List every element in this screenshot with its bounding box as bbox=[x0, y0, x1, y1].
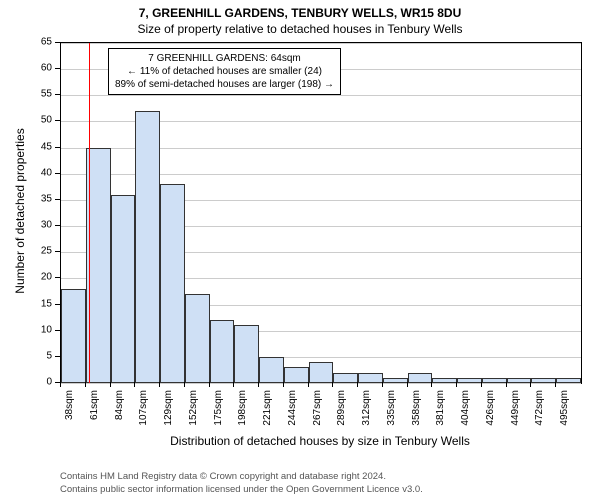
ytick-mark bbox=[55, 356, 60, 357]
histogram-bar bbox=[333, 373, 358, 383]
ytick-mark bbox=[55, 277, 60, 278]
xtick-mark bbox=[382, 382, 383, 387]
footer-attribution: Contains HM Land Registry data © Crown c… bbox=[60, 471, 423, 496]
ytick-label: 5 bbox=[0, 350, 52, 361]
histogram-bar bbox=[111, 195, 136, 383]
property-marker-line bbox=[89, 43, 90, 383]
xtick-label: 152sqm bbox=[188, 390, 199, 430]
xtick-label: 244sqm bbox=[287, 390, 298, 430]
xtick-mark bbox=[159, 382, 160, 387]
xtick-label: 472sqm bbox=[534, 390, 545, 430]
histogram-bar bbox=[234, 325, 259, 383]
xtick-mark bbox=[184, 382, 185, 387]
annotation-line: 7 GREENHILL GARDENS: 64sqm bbox=[115, 52, 334, 65]
histogram-bar bbox=[482, 378, 507, 383]
xtick-mark bbox=[481, 382, 482, 387]
annotation-line: ← 11% of detached houses are smaller (24… bbox=[115, 65, 334, 78]
ytick-mark bbox=[55, 94, 60, 95]
xtick-label: 198sqm bbox=[237, 390, 248, 430]
xtick-label: 175sqm bbox=[213, 390, 224, 430]
footer-line2: Contains public sector information licen… bbox=[60, 484, 423, 496]
histogram-bar bbox=[507, 378, 532, 383]
ytick-mark bbox=[55, 251, 60, 252]
ytick-label: 60 bbox=[0, 63, 52, 74]
histogram-bar bbox=[556, 378, 581, 383]
xtick-mark bbox=[233, 382, 234, 387]
annotation-box: 7 GREENHILL GARDENS: 64sqm← 11% of detac… bbox=[108, 48, 341, 95]
xtick-mark bbox=[456, 382, 457, 387]
xtick-label: 221sqm bbox=[262, 390, 273, 430]
xtick-mark bbox=[431, 382, 432, 387]
ytick-mark bbox=[55, 147, 60, 148]
xtick-label: 381sqm bbox=[435, 390, 446, 430]
ytick-mark bbox=[55, 199, 60, 200]
xtick-mark bbox=[134, 382, 135, 387]
xtick-label: 289sqm bbox=[336, 390, 347, 430]
xtick-mark bbox=[332, 382, 333, 387]
histogram-bar bbox=[408, 373, 433, 383]
ytick-mark bbox=[55, 330, 60, 331]
chart-title-line2: Size of property relative to detached ho… bbox=[0, 20, 600, 38]
histogram-bar bbox=[531, 378, 556, 383]
ytick-label: 0 bbox=[0, 377, 52, 388]
histogram-bar bbox=[210, 320, 235, 383]
ytick-label: 55 bbox=[0, 89, 52, 100]
annotation-line: 89% of semi-detached houses are larger (… bbox=[115, 78, 334, 91]
xtick-label: 449sqm bbox=[510, 390, 521, 430]
xtick-mark bbox=[60, 382, 61, 387]
xtick-mark bbox=[110, 382, 111, 387]
xtick-mark bbox=[209, 382, 210, 387]
histogram-bar bbox=[160, 184, 185, 383]
xtick-label: 426sqm bbox=[485, 390, 496, 430]
xtick-label: 495sqm bbox=[559, 390, 570, 430]
xtick-mark bbox=[407, 382, 408, 387]
histogram-bar bbox=[135, 111, 160, 383]
gridline bbox=[61, 383, 581, 384]
histogram-bar bbox=[309, 362, 334, 383]
x-axis-label: Distribution of detached houses by size … bbox=[60, 434, 580, 448]
xtick-label: 107sqm bbox=[138, 390, 149, 430]
xtick-label: 129sqm bbox=[163, 390, 174, 430]
ytick-mark bbox=[55, 173, 60, 174]
xtick-mark bbox=[85, 382, 86, 387]
histogram-bar bbox=[61, 289, 86, 383]
xtick-label: 358sqm bbox=[411, 390, 422, 430]
xtick-label: 267sqm bbox=[312, 390, 323, 430]
xtick-label: 84sqm bbox=[114, 390, 125, 430]
ytick-label: 65 bbox=[0, 37, 52, 48]
histogram-bar bbox=[457, 378, 482, 383]
xtick-label: 38sqm bbox=[64, 390, 75, 430]
histogram-bar bbox=[383, 378, 408, 383]
xtick-mark bbox=[506, 382, 507, 387]
xtick-label: 335sqm bbox=[386, 390, 397, 430]
xtick-label: 404sqm bbox=[460, 390, 471, 430]
xtick-mark bbox=[308, 382, 309, 387]
histogram-bar bbox=[432, 378, 457, 383]
xtick-label: 61sqm bbox=[89, 390, 100, 430]
ytick-mark bbox=[55, 304, 60, 305]
gridline bbox=[61, 43, 581, 44]
histogram-bar bbox=[284, 367, 309, 383]
xtick-mark bbox=[258, 382, 259, 387]
ytick-mark bbox=[55, 120, 60, 121]
footer-line1: Contains HM Land Registry data © Crown c… bbox=[60, 471, 423, 483]
xtick-mark bbox=[357, 382, 358, 387]
histogram-bar bbox=[358, 373, 383, 383]
histogram-bar bbox=[185, 294, 210, 383]
ytick-mark bbox=[55, 68, 60, 69]
histogram-bar bbox=[259, 357, 284, 383]
y-axis-label: Number of detached properties bbox=[13, 121, 27, 301]
xtick-mark bbox=[555, 382, 556, 387]
gridline bbox=[61, 95, 581, 96]
ytick-mark bbox=[55, 225, 60, 226]
xtick-mark bbox=[283, 382, 284, 387]
xtick-label: 312sqm bbox=[361, 390, 372, 430]
ytick-mark bbox=[55, 42, 60, 43]
ytick-label: 10 bbox=[0, 324, 52, 335]
chart-title-line1: 7, GREENHILL GARDENS, TENBURY WELLS, WR1… bbox=[0, 0, 600, 20]
xtick-mark bbox=[530, 382, 531, 387]
